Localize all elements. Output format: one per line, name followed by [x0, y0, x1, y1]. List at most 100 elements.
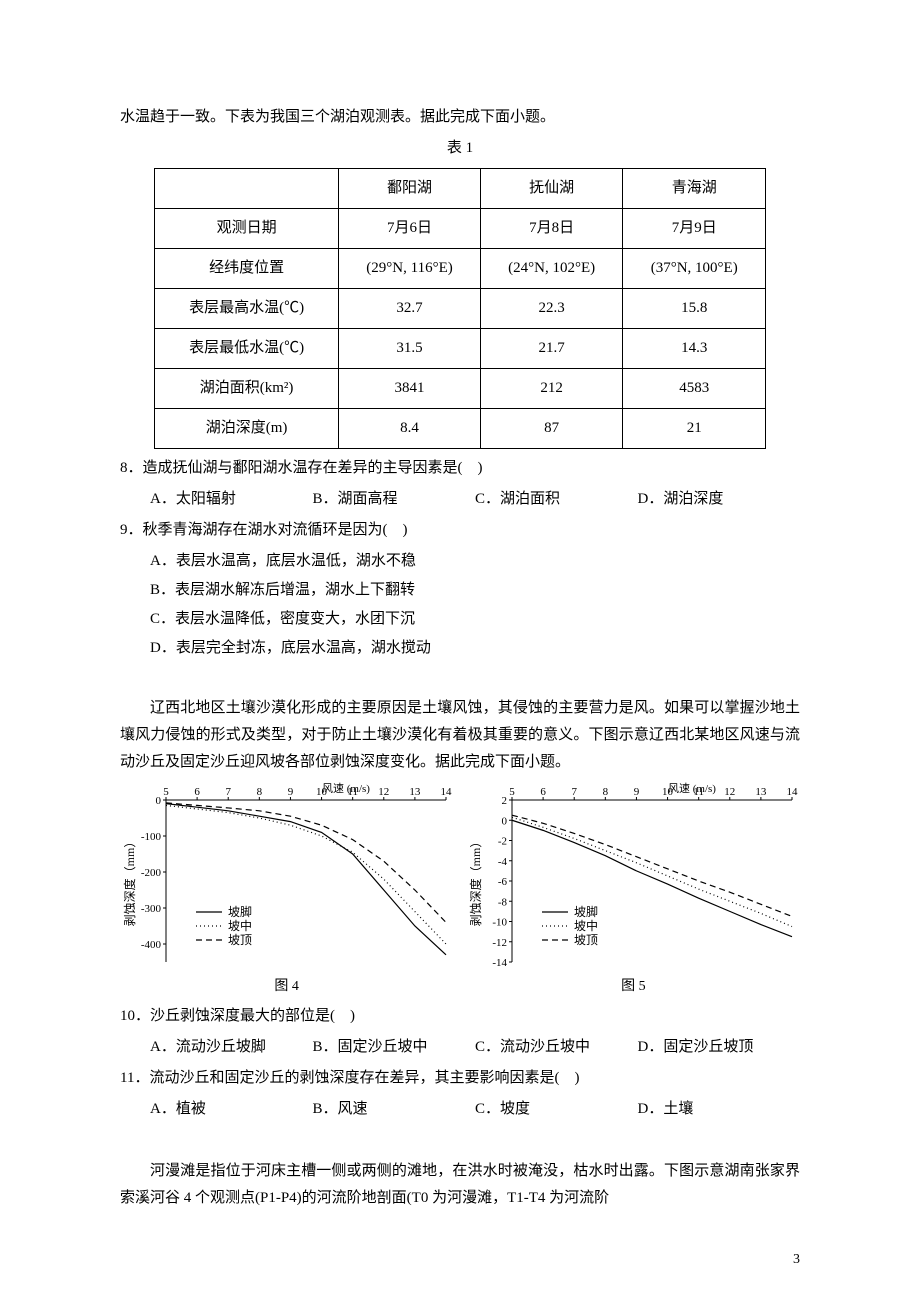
svg-text:5: 5 — [163, 786, 169, 798]
table1-caption: 表 1 — [120, 135, 800, 162]
svg-text:坡脚: 坡脚 — [574, 904, 598, 919]
svg-text:-6: -6 — [498, 876, 508, 888]
table-cell: 7月9日 — [623, 209, 766, 249]
svg-text:-8: -8 — [498, 896, 508, 908]
svg-text:8: 8 — [603, 786, 609, 798]
table-cell: 3841 — [339, 369, 481, 409]
q11-opt-b: B．风速 — [313, 1096, 476, 1123]
q8-opt-a: A．太阳辐射 — [150, 486, 313, 513]
table-row: 表层最低水温(℃)31.521.714.3 — [155, 329, 766, 369]
table-cell: 湖泊深度(m) — [155, 409, 339, 449]
table-cell: (29°N, 116°E) — [339, 249, 481, 289]
svg-text:10: 10 — [662, 786, 674, 798]
chart5-svg: 风速 (m/s)56789101112131420-2-4-6-8-10-12-… — [468, 782, 798, 972]
svg-text:7: 7 — [572, 786, 578, 798]
svg-text:坡顶: 坡顶 — [228, 933, 252, 947]
svg-text:坡脚: 坡脚 — [228, 904, 252, 919]
page-root: 水温趋于一致。下表为我国三个湖泊观测表。据此完成下面小题。 表 1 鄱阳湖 抚仙… — [0, 0, 920, 1302]
svg-text:-14: -14 — [493, 957, 508, 969]
col-header: 鄱阳湖 — [339, 169, 481, 209]
q8-options: A．太阳辐射 B．湖面高程 C．湖泊面积 D．湖泊深度 — [120, 486, 800, 513]
page-number: 3 — [793, 1247, 800, 1272]
svg-text:11: 11 — [694, 786, 705, 798]
table-row: 表层最高水温(℃)32.722.315.8 — [155, 289, 766, 329]
table-cell: 212 — [480, 369, 623, 409]
svg-text:坡中: 坡中 — [574, 918, 598, 933]
table-row: 湖泊深度(m)8.48721 — [155, 409, 766, 449]
svg-text:0: 0 — [155, 795, 161, 807]
svg-text:14: 14 — [787, 786, 799, 798]
q10-opt-b: B．固定沙丘坡中 — [313, 1034, 476, 1061]
svg-text:5: 5 — [510, 786, 516, 798]
q11-stem: 11．流动沙丘和固定沙丘的剥蚀深度存在差异，其主要影响因素是( ) — [120, 1065, 800, 1092]
svg-text:13: 13 — [409, 786, 421, 798]
table-cell: 22.3 — [480, 289, 623, 329]
q8-opt-d: D．湖泊深度 — [638, 486, 801, 513]
svg-text:0: 0 — [502, 815, 508, 827]
svg-text:剥蚀深度（mm）: 剥蚀深度（mm） — [122, 836, 137, 927]
table-lakes: 鄱阳湖 抚仙湖 青海湖 观测日期7月6日7月8日7月9日经纬度位置(29°N, … — [154, 168, 766, 449]
q11-options: A．植被 B．风速 C．坡度 D．土壤 — [120, 1096, 800, 1123]
svg-text:12: 12 — [725, 786, 736, 798]
svg-text:-300: -300 — [140, 903, 161, 915]
svg-text:6: 6 — [541, 786, 547, 798]
svg-text:坡中: 坡中 — [228, 918, 252, 933]
q9-opt-a: A．表层水温高，底层水温低，湖水不稳 — [120, 548, 800, 575]
table-cell: 21.7 — [480, 329, 623, 369]
table-cell: 31.5 — [339, 329, 481, 369]
svg-text:9: 9 — [634, 786, 640, 798]
q9-opt-c: C．表层水温降低，密度变大，水团下沉 — [120, 606, 800, 633]
q10-options: A．流动沙丘坡脚 B．固定沙丘坡中 C．流动沙丘坡中 D．固定沙丘坡顶 — [120, 1034, 800, 1061]
col-header: 抚仙湖 — [480, 169, 623, 209]
table-cell: (24°N, 102°E) — [480, 249, 623, 289]
col-header — [155, 169, 339, 209]
table-cell: 14.3 — [623, 329, 766, 369]
svg-text:-12: -12 — [493, 937, 508, 949]
svg-text:12: 12 — [378, 786, 389, 798]
svg-text:7: 7 — [225, 786, 231, 798]
svg-text:剥蚀深度（mm）: 剥蚀深度（mm） — [468, 836, 483, 927]
table-cell: 经纬度位置 — [155, 249, 339, 289]
table-cell: 7月6日 — [339, 209, 481, 249]
table-row: 鄱阳湖 抚仙湖 青海湖 — [155, 169, 766, 209]
table-row: 湖泊面积(km²)38412124583 — [155, 369, 766, 409]
table-cell: 32.7 — [339, 289, 481, 329]
svg-text:-400: -400 — [140, 939, 161, 951]
q9-opt-d: D．表层完全封冻，底层水温高，湖水搅动 — [120, 635, 800, 662]
table-cell: 15.8 — [623, 289, 766, 329]
q11-opt-a: A．植被 — [150, 1096, 313, 1123]
q10-opt-d: D．固定沙丘坡顶 — [638, 1034, 801, 1061]
svg-text:-4: -4 — [498, 856, 508, 868]
table-row: 经纬度位置(29°N, 116°E)(24°N, 102°E)(37°N, 10… — [155, 249, 766, 289]
intro-text-1: 水温趋于一致。下表为我国三个湖泊观测表。据此完成下面小题。 — [120, 104, 800, 131]
intro-text-2: 辽西北地区土壤沙漠化形成的主要原因是土壤风蚀，其侵蚀的主要营力是风。如果可以掌握… — [120, 695, 800, 776]
svg-text:8: 8 — [256, 786, 262, 798]
q9-stem: 9．秋季青海湖存在湖水对流循环是因为( ) — [120, 517, 800, 544]
q10-stem: 10．沙丘剥蚀深度最大的部位是( ) — [120, 1003, 800, 1030]
table-cell: 7月8日 — [480, 209, 623, 249]
table-cell: (37°N, 100°E) — [623, 249, 766, 289]
chart4-caption: 图 4 — [274, 974, 299, 999]
svg-text:风速 (m/s): 风速 (m/s) — [668, 782, 716, 795]
svg-text:-10: -10 — [493, 917, 508, 929]
col-header: 青海湖 — [623, 169, 766, 209]
table-cell: 表层最低水温(℃) — [155, 329, 339, 369]
chart5-box: 风速 (m/s)56789101112131420-2-4-6-8-10-12-… — [467, 782, 800, 999]
svg-text:11: 11 — [347, 786, 358, 798]
svg-text:-200: -200 — [140, 867, 161, 879]
table-cell: 87 — [480, 409, 623, 449]
q10-opt-c: C．流动沙丘坡中 — [475, 1034, 638, 1061]
svg-text:9: 9 — [287, 786, 293, 798]
q8-opt-c: C．湖泊面积 — [475, 486, 638, 513]
svg-text:13: 13 — [756, 786, 768, 798]
q8-stem: 8．造成抚仙湖与鄱阳湖水温存在差异的主导因素是( ) — [120, 455, 800, 482]
charts-row: 风速 (m/s) 5 6 7 8 9 10 11 12 13 14 0 -10 0 -200 -300 -400… — [120, 782, 800, 999]
svg-text:6: 6 — [194, 786, 200, 798]
svg-text:2: 2 — [502, 795, 508, 807]
table-cell: 4583 — [623, 369, 766, 409]
table-row: 观测日期7月6日7月8日7月9日 — [155, 209, 766, 249]
table-cell: 湖泊面积(km²) — [155, 369, 339, 409]
table-cell: 表层最高水温(℃) — [155, 289, 339, 329]
svg-text:10: 10 — [316, 786, 328, 798]
q10-opt-a: A．流动沙丘坡脚 — [150, 1034, 313, 1061]
